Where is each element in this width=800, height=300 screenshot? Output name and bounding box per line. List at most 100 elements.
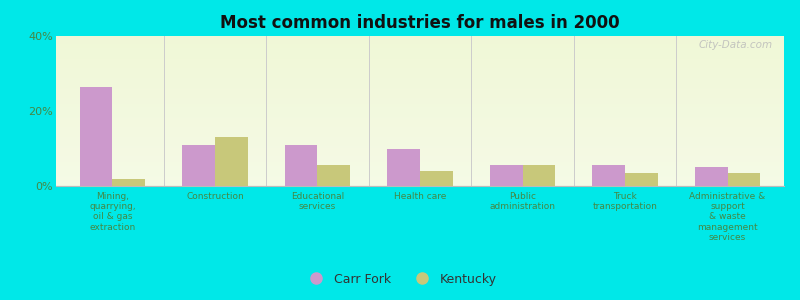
Bar <box>56 76 784 77</box>
Bar <box>592 165 625 186</box>
Bar <box>56 48 784 49</box>
Bar <box>56 50 784 51</box>
Bar <box>56 57 784 58</box>
Bar <box>56 71 784 72</box>
Legend: Carr Fork, Kentucky: Carr Fork, Kentucky <box>298 268 502 291</box>
Bar <box>56 107 784 108</box>
Bar <box>56 118 784 119</box>
Bar <box>56 118 784 119</box>
Bar <box>318 165 350 186</box>
Bar <box>56 155 784 156</box>
Bar <box>56 121 784 122</box>
Bar <box>56 52 784 53</box>
Bar <box>56 112 784 113</box>
Bar <box>56 134 784 135</box>
Bar <box>56 79 784 80</box>
Bar <box>56 39 784 40</box>
Bar <box>56 96 784 97</box>
Bar <box>56 127 784 128</box>
Bar <box>56 63 784 64</box>
Bar <box>56 103 784 104</box>
Bar <box>56 152 784 153</box>
Bar <box>56 165 784 166</box>
Bar <box>56 128 784 129</box>
Bar <box>56 89 784 90</box>
Bar <box>56 95 784 96</box>
Bar <box>56 87 784 88</box>
Bar <box>56 116 784 117</box>
Bar <box>56 84 784 85</box>
Bar <box>56 104 784 105</box>
Bar <box>56 139 784 140</box>
Bar <box>420 171 453 186</box>
Bar <box>56 56 784 57</box>
Bar <box>56 100 784 101</box>
Title: Most common industries for males in 2000: Most common industries for males in 2000 <box>220 14 620 32</box>
Bar <box>56 130 784 131</box>
Bar <box>56 149 784 150</box>
Bar <box>56 119 784 120</box>
Bar <box>56 51 784 52</box>
Bar <box>56 47 784 48</box>
Bar <box>490 165 522 186</box>
Bar <box>625 173 658 186</box>
Bar <box>56 113 784 114</box>
Bar <box>56 172 784 173</box>
Bar <box>56 184 784 185</box>
Bar <box>56 173 784 174</box>
Bar <box>56 78 784 79</box>
Bar <box>79 87 112 186</box>
Bar <box>56 140 784 141</box>
Bar <box>56 124 784 125</box>
Bar <box>56 162 784 163</box>
Bar <box>56 156 784 157</box>
Bar <box>56 88 784 89</box>
Bar <box>56 75 784 76</box>
Bar <box>56 168 784 169</box>
Bar <box>56 117 784 118</box>
Bar <box>56 169 784 170</box>
Bar <box>56 82 784 83</box>
Bar <box>56 147 784 148</box>
Bar <box>56 122 784 123</box>
Bar <box>56 77 784 78</box>
Bar <box>56 115 784 116</box>
Bar <box>56 175 784 176</box>
Text: City-Data.com: City-Data.com <box>699 40 773 50</box>
Bar <box>56 85 784 86</box>
Bar <box>56 62 784 63</box>
Bar <box>56 100 784 101</box>
Bar <box>56 125 784 126</box>
Bar <box>56 171 784 172</box>
Bar <box>56 67 784 68</box>
Bar <box>56 143 784 144</box>
Bar <box>56 160 784 161</box>
Bar <box>56 101 784 102</box>
Bar <box>56 92 784 93</box>
Bar <box>56 111 784 112</box>
Bar <box>215 137 248 186</box>
Bar <box>56 105 784 106</box>
Bar <box>56 153 784 154</box>
Bar <box>56 154 784 155</box>
Bar <box>56 151 784 152</box>
Bar <box>728 173 761 186</box>
Bar <box>56 64 784 65</box>
Bar <box>56 41 784 42</box>
Bar <box>56 183 784 184</box>
Bar <box>56 148 784 149</box>
Bar <box>56 74 784 75</box>
Bar <box>56 144 784 145</box>
Bar <box>56 40 784 41</box>
Bar <box>56 98 784 99</box>
Bar <box>56 85 784 86</box>
Bar <box>56 129 784 130</box>
Bar <box>56 166 784 167</box>
Bar <box>56 36 784 37</box>
Bar <box>56 55 784 56</box>
Bar <box>56 49 784 50</box>
Bar <box>56 120 784 121</box>
Bar <box>56 182 784 183</box>
Bar <box>56 137 784 138</box>
Bar <box>56 164 784 165</box>
